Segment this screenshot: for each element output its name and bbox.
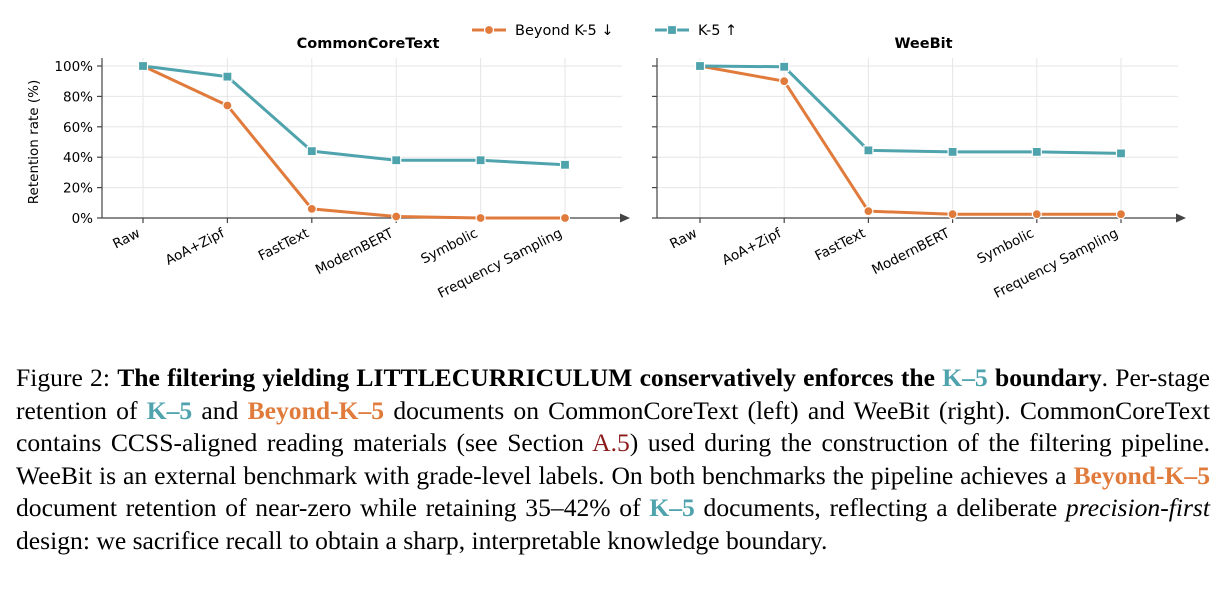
x-axis-arrow — [1176, 213, 1186, 223]
data-point-k5 — [559, 159, 571, 170]
caption-p5: document retention of near-zero while re… — [16, 493, 641, 523]
beyond-k5-term: Beyond-K–5 — [1073, 460, 1210, 490]
k5-term: K–5 — [649, 493, 695, 523]
lc-c: C — [451, 363, 471, 392]
legend-k5-label: K-5 ↑ — [698, 23, 737, 39]
data-point-k5 — [779, 61, 790, 72]
caption-p7: design: we sacrifice recall to obtain a … — [16, 525, 828, 555]
caption-p4: ) used during the construction of the fi… — [16, 428, 1210, 490]
legend: Beyond K-5 ↓ K-5 ↑ — [472, 23, 737, 39]
x-tick-label: Symbolic — [975, 225, 1037, 267]
data-point-k5 — [694, 60, 706, 72]
caption-p6: documents, reflecting a deliberate — [703, 493, 1058, 523]
x-tick-label: Raw — [667, 225, 700, 252]
data-point-beyond-k5 — [475, 212, 486, 224]
x-tick-label: FastText — [812, 225, 868, 264]
figure-2: Beyond K-5 ↓ K-5 ↑ CommonCoreText 0% 20% 40… — [26, 23, 1186, 302]
littlecurriculum-name: LITTLECURRICULUM — [356, 363, 632, 392]
caption-italic: precision-first — [1065, 493, 1210, 523]
x-tick-label: ModernBERT — [313, 225, 397, 278]
caption-p1: . Per-stage retention of — [16, 363, 1210, 425]
data-point-beyond-k5 — [779, 76, 790, 87]
legend-k5-marker — [666, 24, 678, 36]
data-point-k5 — [306, 146, 317, 157]
k5-term: K–5 — [942, 363, 988, 392]
caption-p3: documents on CommonCoreText (left) and W… — [16, 395, 1210, 458]
legend-beyond-label: Beyond K-5 ↓ — [515, 23, 614, 39]
x-tick-label: Raw — [110, 225, 143, 252]
panel-title: CommonCoreText — [297, 36, 440, 52]
panel-title: WeeBit — [894, 36, 952, 52]
series-line-beyond-k5 — [699, 64, 1121, 216]
lc-urriculum: URRICULUM — [470, 363, 633, 392]
section-ref-link[interactable]: A.5 — [592, 428, 630, 458]
data-point-k5 — [863, 145, 874, 156]
data-point-beyond-k5 — [1115, 209, 1127, 220]
lc-l: L — [356, 363, 374, 392]
y-axis-label: Retention rate (%) — [26, 80, 42, 204]
data-point-k5 — [947, 146, 958, 157]
k5-term: K–5 — [146, 395, 193, 425]
series-line-beyond-k5 — [142, 64, 565, 220]
x-tick-label: Symbolic — [418, 225, 480, 267]
data-point-k5 — [1031, 146, 1042, 157]
x-axis-arrow — [620, 213, 630, 223]
data-point-beyond-k5 — [222, 100, 233, 111]
x-tick-label: FastText — [256, 225, 312, 264]
figure-caption: Figure 2: The filtering yielding LITTLEC… — [16, 362, 1210, 558]
series-line-k5 — [699, 64, 1122, 155]
data-point-beyond-k5 — [947, 209, 958, 220]
caption-bold-title: The filtering yielding LITTLECURRICULUM … — [117, 363, 1101, 392]
y-tick-label: 100% — [54, 59, 93, 75]
lc-ittle: ITTLE — [373, 363, 452, 392]
beyond-k5-term: Beyond-K–5 — [247, 395, 385, 425]
x-tick-label: ModernBERT — [869, 225, 953, 278]
x-tick-label: AoA+Zipf — [720, 225, 786, 269]
panel-commoncoretext: CommonCoreText 0% 20% 40% 60% 80% 100% Retentio… — [26, 36, 630, 302]
legend-beyond-marker — [483, 24, 495, 36]
y-tick-label: 0% — [72, 211, 94, 227]
caption-p2: and — [201, 395, 239, 425]
data-point-k5 — [391, 155, 402, 166]
y-tick-label: 60% — [63, 120, 93, 136]
series-line-k5 — [142, 64, 566, 167]
data-point-k5 — [1115, 148, 1127, 159]
panel-weebit: WeeBit Raw AoA+Zipf FastText ModernBERT Symbo… — [652, 36, 1186, 302]
data-point-k5 — [475, 155, 486, 166]
y-tick-label: 20% — [63, 181, 93, 197]
data-point-beyond-k5 — [306, 203, 317, 214]
data-point-beyond-k5 — [1031, 209, 1042, 220]
y-tick-label: 80% — [63, 89, 93, 105]
x-tick-label: AoA+Zipf — [163, 225, 229, 269]
retention-charts: Beyond K-5 ↓ K-5 ↑ CommonCoreText 0% 20% 40… — [26, 23, 1186, 302]
caption-bold-c: boundary — [994, 363, 1102, 392]
figure-label: Figure 2: — [16, 363, 110, 392]
data-point-beyond-k5 — [391, 211, 402, 222]
data-point-k5 — [222, 71, 233, 82]
y-tick-label: 40% — [63, 150, 93, 166]
data-point-beyond-k5 — [559, 212, 571, 224]
caption-bold-b: conservatively enforces the — [639, 363, 935, 392]
data-point-beyond-k5 — [863, 206, 874, 217]
data-point-k5 — [137, 60, 149, 72]
caption-bold-a: The filtering yielding — [117, 363, 350, 392]
